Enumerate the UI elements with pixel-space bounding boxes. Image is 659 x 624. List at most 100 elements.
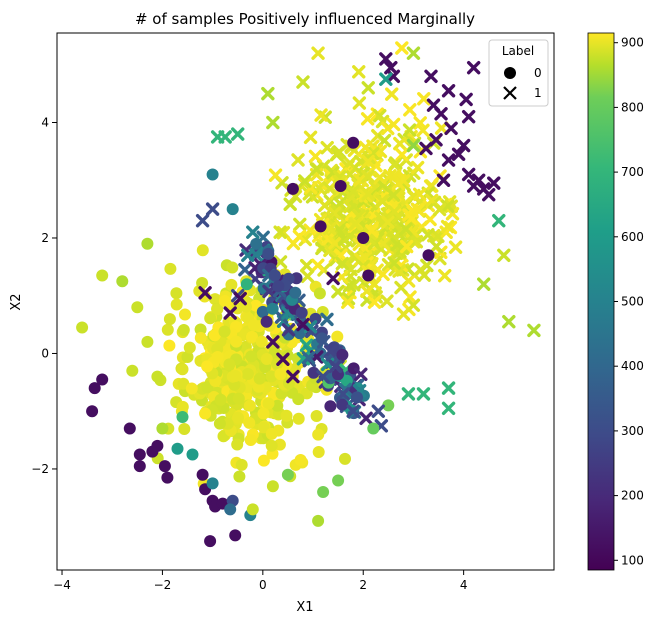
data-point-label-1: [241, 248, 255, 263]
data-point-label-0: [196, 468, 209, 481]
cluster-point-label-1: [375, 194, 389, 208]
data-point-label-0: [332, 474, 345, 487]
data-point-label-1: [497, 248, 511, 263]
cluster-point-label-1: [399, 239, 414, 254]
cluster-point-label-1: [387, 256, 401, 270]
cluster-point-label-0: [170, 298, 183, 311]
data-point-label-0: [206, 477, 219, 490]
cluster-point-label-1: [309, 162, 324, 176]
data-point-label-0: [126, 364, 139, 377]
legend-box: [488, 39, 549, 107]
data-point-label-0: [281, 468, 294, 481]
boundary-point-label-1: [354, 367, 368, 382]
data-point-label-1: [477, 277, 491, 291]
data-point-label-0: [151, 439, 164, 452]
boundary-point-label-0: [260, 315, 273, 328]
colorbar-tick-label: 100: [621, 553, 644, 567]
data-point-label-1: [441, 381, 456, 395]
colorbar-ticks: 100 200 300 400 500 600 700 800 900: [614, 36, 644, 567]
data-point-label-0: [158, 460, 171, 473]
cluster-point-label-1: [380, 294, 394, 308]
cluster-point-label-0: [232, 392, 245, 405]
cluster-point-label-0: [257, 454, 270, 467]
cluster-point-label-1: [412, 187, 427, 202]
cluster-point-label-1: [298, 174, 312, 188]
cluster-point-label-0: [226, 261, 239, 274]
cluster-point-label-0: [243, 399, 256, 412]
cluster-point-label-0: [243, 416, 256, 429]
cluster-point-label-1: [431, 229, 445, 243]
boundary-point-label-0: [250, 237, 263, 250]
data-point-label-1: [276, 352, 290, 366]
data-point-label-0: [161, 471, 174, 484]
colorbar-tick-label: 600: [621, 230, 644, 244]
data-point-label-1: [406, 46, 421, 60]
data-point-label-1: [434, 107, 448, 121]
data-point-label-0: [312, 514, 325, 527]
cluster-point-label-1: [421, 228, 435, 242]
x-tick-label: 0: [259, 578, 267, 592]
cluster-point-label-0: [194, 331, 207, 344]
cluster-point-label-1: [273, 225, 287, 239]
colorbar-tick-label: 200: [621, 489, 644, 503]
data-point-label-1: [441, 84, 456, 98]
data-point-label-1: [346, 404, 360, 418]
data-point-label-0: [422, 249, 435, 262]
cluster-point-label-1: [373, 170, 387, 185]
cluster-point-label-1: [387, 205, 402, 219]
legend-label-0: 0: [534, 66, 542, 80]
cluster-point-label-0: [331, 330, 344, 343]
data-point-label-1: [361, 81, 375, 95]
cluster-point-label-1: [396, 307, 411, 321]
cluster-point-label-1: [341, 295, 355, 309]
boundary-point-label-0: [289, 286, 302, 299]
data-point-label-1: [482, 187, 496, 202]
data-point-label-0: [131, 301, 144, 314]
cluster-point-label-0: [235, 458, 248, 471]
data-point-label-1: [218, 130, 232, 144]
cluster-point-label-0: [225, 278, 238, 291]
cluster-point-label-1: [438, 268, 452, 283]
cluster-point-label-0: [183, 341, 196, 354]
cluster-point-label-0: [255, 335, 268, 348]
data-point-label-1: [441, 153, 456, 167]
data-point-label-0: [186, 448, 199, 461]
cluster-point-label-0: [176, 363, 189, 376]
cluster-point-label-0: [233, 470, 246, 483]
cluster-point-label-1: [445, 207, 460, 221]
boundary-point-label-0: [240, 278, 253, 291]
cluster-point-label-0: [257, 407, 270, 420]
colorbar-tick-label: 400: [621, 359, 644, 373]
data-point-label-1: [444, 121, 458, 135]
cluster-point-label-1: [283, 197, 297, 211]
cluster-point-label-0: [312, 446, 325, 458]
chart-title: # of samples Positively influenced Margi…: [135, 10, 475, 28]
data-point-label-0: [88, 382, 101, 395]
data-point-label-0: [133, 460, 146, 473]
data-point-label-1: [424, 69, 438, 84]
boundary-point-label-0: [309, 312, 322, 325]
legend-title: Label: [502, 44, 534, 58]
cluster-point-label-0: [262, 397, 275, 410]
cluster-point-label-1: [268, 168, 283, 182]
cluster-point-label-1: [360, 284, 374, 298]
data-point-label-0: [246, 503, 259, 516]
cluster-point-label-1: [417, 92, 431, 106]
cluster-point-label-0: [179, 308, 191, 321]
y-tick-label: −2: [31, 462, 49, 476]
boundary-point-label-1: [328, 359, 343, 374]
data-point-label-1: [441, 401, 456, 416]
data-point-label-1: [316, 369, 330, 384]
data-point-label-1: [198, 286, 212, 300]
boundary-point-label-0: [324, 400, 337, 413]
cluster-point-label-0: [196, 277, 209, 289]
cluster-point-label-0: [181, 351, 194, 363]
cluster-point-label-0: [214, 393, 227, 406]
cluster-point-label-1: [300, 269, 315, 283]
cluster-point-label-0: [204, 312, 217, 325]
data-point-label-0: [76, 321, 89, 334]
x-tick-label: −4: [53, 578, 71, 592]
legend-label-1: 1: [534, 86, 542, 100]
boundary-point-label-1: [281, 323, 296, 337]
